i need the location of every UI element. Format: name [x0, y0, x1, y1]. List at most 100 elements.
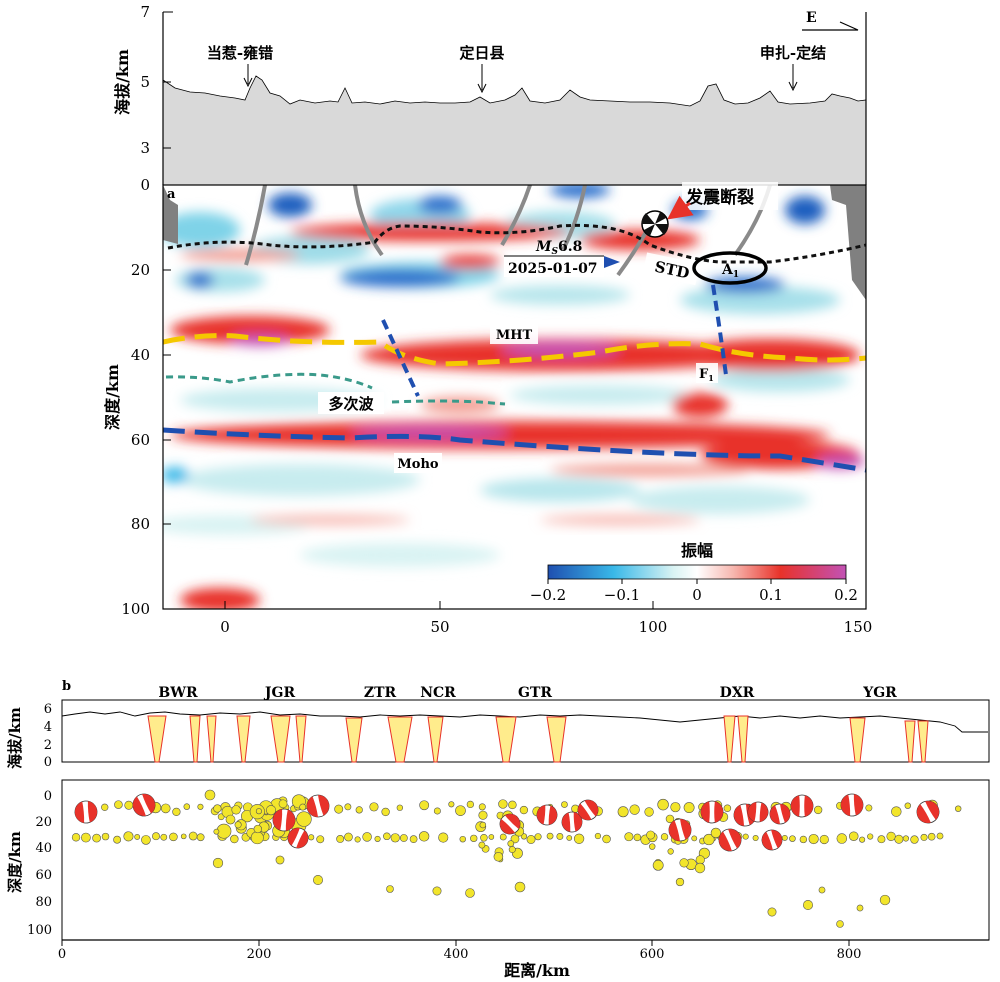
- panel-b-label: b: [62, 679, 71, 694]
- earthquake-dot: [399, 834, 408, 842]
- earthquake-dot: [386, 885, 394, 893]
- elev-tick-3: 3: [140, 139, 150, 157]
- earthquake-dot: [556, 833, 564, 840]
- mid-fault-line: [381, 319, 420, 397]
- magnitude-value: 6.8: [558, 239, 582, 255]
- place-dingri: 定日县: [459, 44, 504, 62]
- earthquake-dot: [478, 803, 486, 811]
- std-line: [167, 223, 866, 264]
- earthquake-dot: [534, 833, 542, 841]
- earthquake-dot: [602, 834, 611, 844]
- grey-fault-1: [244, 185, 267, 266]
- elevation-plot-a: 7 5 3 海拔/km 当惹-雍错 定日县 申扎-定结 E: [113, 3, 867, 186]
- earthquake-dot: [813, 805, 823, 815]
- earthquake-dot: [374, 835, 381, 842]
- focal-mechanism-b: [700, 800, 724, 824]
- earthquake-dot: [649, 843, 656, 850]
- earthquake-dot: [316, 835, 325, 844]
- earthquake-dot: [299, 803, 307, 811]
- earthquake-dot: [879, 894, 891, 906]
- earthquake-dot: [255, 808, 262, 815]
- rift-ztr: ZTR: [364, 685, 397, 701]
- earthquake-dot: [336, 834, 345, 843]
- earthquake-dot: [230, 834, 239, 844]
- cbar-tick-0: −0.2: [530, 586, 566, 604]
- cbar-tick-4: 0.2: [834, 586, 858, 604]
- rift-basins: [147, 715, 929, 763]
- depth-axis-title-b: 深度/km: [6, 831, 24, 893]
- earthquake-dot: [466, 800, 474, 809]
- earthquake-dot: [234, 821, 242, 829]
- grey-fault-2: [353, 185, 384, 257]
- dist-b-tick-800: 800: [837, 947, 862, 962]
- earthquake-dot: [894, 834, 904, 844]
- earthquake-dot: [71, 833, 81, 842]
- focal-mechanism-b: [287, 827, 309, 849]
- earthquake-dot: [231, 805, 241, 815]
- earthquake-dot: [470, 834, 478, 843]
- earthquake-dot: [225, 814, 236, 825]
- earthquake-dot: [752, 835, 759, 842]
- a1-label: A1: [721, 262, 739, 280]
- focal-mechanism-b: [747, 801, 769, 823]
- focal-mechanism-b: [769, 803, 791, 825]
- focal-mechanism-b: [132, 793, 156, 817]
- earthquake-dot: [433, 807, 441, 815]
- earthquake-dot: [624, 832, 634, 842]
- earthquake-dot: [561, 801, 568, 808]
- depth-b-tick-100: 100: [27, 923, 52, 938]
- magnitude-letter: M: [535, 239, 552, 255]
- earthquake-dot: [710, 827, 722, 839]
- elevation-axis-title-b: 海拔/km: [6, 707, 24, 769]
- earthquake-dot: [101, 803, 109, 811]
- earthquake-dot: [160, 803, 171, 814]
- earthquake-dot: [81, 832, 91, 843]
- earthquake-dot: [204, 789, 216, 801]
- depth-b-tick-20: 20: [35, 815, 52, 830]
- earthquake-dot: [479, 821, 487, 829]
- earthquake-dot: [856, 904, 864, 912]
- earthquake-dot: [920, 833, 928, 841]
- terrain-profile-a: [162, 75, 867, 186]
- grey-fault-4: [561, 185, 587, 251]
- earthquake-dot: [183, 803, 191, 810]
- depth-b-tick-60: 60: [35, 868, 52, 883]
- earthquake-dot: [633, 833, 642, 842]
- earthquake-dot: [675, 877, 685, 887]
- earthquake-dot: [546, 832, 554, 840]
- distance-axis-title-b: 距离/km: [504, 961, 570, 980]
- earthquake-dot: [667, 848, 674, 855]
- earthquake-dot: [188, 831, 198, 841]
- earthquake-dot: [396, 804, 404, 811]
- earthquake-dot: [169, 832, 178, 842]
- depth-b-tick-0: 0: [44, 789, 52, 804]
- earthquake-dot: [902, 835, 910, 842]
- focal-mechanism-b: [840, 793, 864, 817]
- earthquake-dot: [927, 832, 936, 841]
- earthquake-dot: [212, 857, 224, 869]
- depth-b-tick-80: 80: [35, 895, 52, 910]
- earthquake-dot: [124, 800, 134, 810]
- earthquake-dot: [134, 834, 141, 840]
- cbar-tick-3: 0.1: [759, 586, 783, 604]
- earthquake-dot: [459, 835, 466, 843]
- earthquake-dot: [848, 831, 859, 841]
- earthquake-dot: [498, 799, 508, 809]
- fault-label: 发震断裂: [685, 187, 754, 208]
- earthquake-dot: [657, 798, 669, 811]
- earthquake-dot: [455, 805, 466, 816]
- rift-ncr: NCR: [420, 685, 456, 701]
- earthquake-dot: [278, 799, 288, 809]
- depth-b-tick-40: 40: [35, 841, 52, 856]
- mht-label: MHT: [496, 328, 533, 343]
- magnitude-sub: S: [552, 247, 559, 257]
- earthquake-dot: [819, 834, 829, 845]
- f1-sub: 1: [708, 373, 714, 383]
- earthquake-dot: [369, 802, 379, 812]
- earthquake-dot: [448, 801, 455, 808]
- earthquake-dot: [646, 830, 656, 840]
- elevation-plot-b: BWR JGR ZTR NCR GTR DXR YGR 6 4 2 0 海拔/k…: [6, 685, 990, 770]
- annotations-a: 发震断裂 MS6.8 2025-01-07 STD: [318, 182, 778, 473]
- elev-tick-7: 7: [140, 3, 150, 21]
- focal-mechanism-b: [499, 813, 521, 835]
